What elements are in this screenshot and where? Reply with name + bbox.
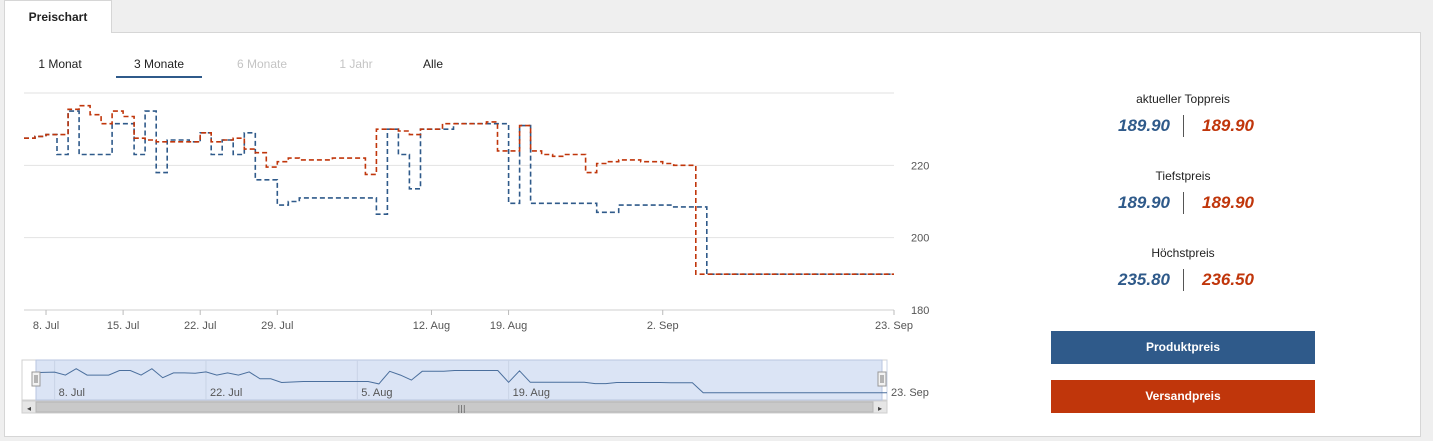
x-tick-label: 8. Jul: [33, 320, 59, 332]
navigator-scrollbar[interactable]: ◂ ▸ |||: [21, 400, 888, 414]
navigator-tick-label: 19. Aug: [513, 387, 550, 399]
scrollbar-grip-icon: |||: [457, 404, 465, 413]
navigator-series-line: [32, 368, 887, 394]
series-line-versandpreis: [24, 104, 894, 275]
price-chart: 180 200 220 8. Jul 15. Jul 22. Jul 29. Jul 12. …: [24, 92, 929, 332]
stat-row-hoechstpreis: 235.80 236.50: [1060, 268, 1306, 292]
y-tick-label: 200: [911, 233, 929, 245]
stat-produkt-tiefstpreis: 189.90: [1118, 193, 1170, 212]
scroll-right-icon: ▸: [878, 404, 882, 413]
x-tick-label: 22. Jul: [184, 320, 216, 332]
stat-produkt-toppreis: 189.90: [1118, 116, 1170, 135]
legend-produktpreis-button[interactable]: Produktpreis: [1051, 331, 1315, 364]
range-1-monat[interactable]: 1 Monat: [38, 57, 82, 71]
x-tick-label: 12. Aug: [413, 320, 450, 332]
range-alle[interactable]: Alle: [422, 57, 443, 71]
navigator-tick-label: 23. Sep: [891, 387, 929, 399]
stat-versand-toppreis: 189.90: [1202, 116, 1254, 135]
y-tick-label: 180: [911, 305, 929, 317]
x-tick-label: 2. Sep: [647, 320, 679, 332]
scrollbar-thumb: [35, 401, 874, 413]
stat-divider: [1183, 115, 1184, 137]
scroll-left-icon: ◂: [27, 404, 31, 413]
range-6-monate: 6 Monate: [236, 57, 288, 71]
stat-label-tiefstpreis: Tiefstpreis: [1155, 169, 1211, 183]
legend-versandpreis-button[interactable]: Versandpreis: [1051, 380, 1315, 413]
stat-versand-hoechstpreis: 236.50: [1202, 270, 1254, 289]
x-tick-label: 29. Jul: [261, 320, 293, 332]
navigator-selection: [35, 359, 883, 401]
tab-bar: Preischart: [0, 0, 1433, 33]
handle-grip: [31, 371, 41, 387]
stat-label-toppreis: aktueller Toppreis: [1136, 92, 1230, 106]
stat-divider: [1183, 269, 1184, 291]
stat-produkt-hoechstpreis: 235.80: [1118, 270, 1170, 289]
stat-row-toppreis: 189.90 189.90: [1060, 114, 1306, 138]
chart-navigator[interactable]: 8. Jul 22. Jul 5. Aug 19. Aug 23. Sep ◂ ▸ |||: [0, 0, 1000, 441]
navigator-handle-left[interactable]: [31, 371, 41, 387]
stat-versand-tiefstpreis: 189.90: [1202, 193, 1254, 212]
navigator-handle-right[interactable]: [877, 371, 887, 387]
tab-preischart[interactable]: Preischart: [4, 0, 112, 33]
stat-row-tiefstpreis: 189.90 189.90: [1060, 191, 1306, 215]
y-tick-label: 220: [911, 160, 929, 172]
range-3-monate[interactable]: 3 Monate: [116, 56, 202, 78]
stat-divider: [1183, 192, 1184, 214]
range-1-jahr: 1 Jahr: [339, 57, 373, 71]
x-tick-label: 19. Aug: [490, 320, 527, 332]
handle-grip: [877, 371, 887, 387]
x-tick-label: 23. Sep: [875, 320, 913, 332]
navigator-tick-label: 22. Jul: [210, 387, 242, 399]
navigator-tick-label: 5. Aug: [361, 387, 392, 399]
stat-label-hoechstpreis: Höchstpreis: [1151, 246, 1215, 260]
x-tick-label: 15. Jul: [107, 320, 139, 332]
navigator-tick-label: 8. Jul: [59, 387, 85, 399]
